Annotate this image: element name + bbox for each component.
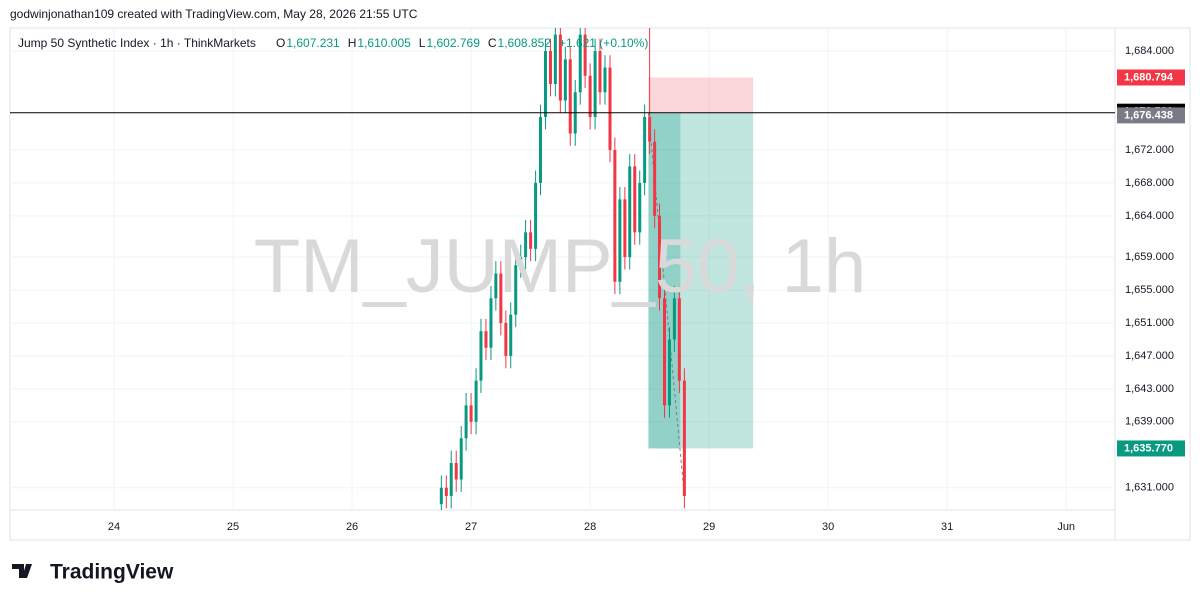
candle-body	[553, 34, 557, 85]
ohlc-key: O	[276, 36, 285, 50]
y-tick-label: 1,672.000	[1125, 144, 1174, 156]
y-tick-label: 1,651.000	[1125, 317, 1174, 329]
x-tick-label: Jun	[1057, 521, 1075, 533]
chart-frame	[9, 27, 1191, 541]
ohlc-value: 1,610.005	[357, 36, 411, 50]
x-tick-label: 25	[227, 521, 239, 533]
x-tick-label: 31	[941, 521, 953, 533]
price-label: 1,635.770	[1124, 442, 1173, 454]
candle-body	[628, 166, 632, 258]
stop-zone	[648, 77, 754, 114]
candle-body	[618, 199, 622, 282]
price-label: 1,676.438	[1124, 109, 1173, 121]
ohlc-value: 1,607.231	[286, 36, 340, 50]
candle-body	[469, 405, 473, 422]
candle-body	[613, 149, 617, 282]
x-tick-label: 28	[584, 521, 596, 533]
candle-body	[529, 232, 533, 249]
candle-body	[668, 339, 672, 406]
candle-body	[499, 273, 503, 323]
candle-body	[489, 298, 493, 348]
candle-body	[494, 273, 498, 299]
tradingview-logo: TradingView	[12, 561, 174, 584]
price-label-bg	[1117, 69, 1185, 86]
candle-body	[479, 331, 483, 381]
y-tick-label: 1,647.000	[1125, 350, 1174, 362]
ohlc-value: 1,608.852	[498, 36, 552, 50]
candle-body	[653, 141, 657, 216]
x-tick-label: 26	[346, 521, 358, 533]
y-tick-label: 1,664.000	[1125, 210, 1174, 222]
candle-body	[677, 298, 681, 381]
change: +1.621 (+0.10%)	[559, 36, 648, 50]
y-tick-label: 1,684.000	[1125, 45, 1174, 57]
ohlc-legend: O 1,607.231 H 1,610.005 L 1,602.769 C 1,608.852…	[276, 36, 648, 50]
candle-body	[663, 298, 667, 406]
candle-body	[543, 51, 547, 117]
candle-body	[593, 51, 597, 117]
candle-body	[534, 182, 538, 249]
candle-body	[603, 67, 607, 93]
candle-body	[459, 438, 463, 480]
candle-body	[588, 75, 592, 117]
candle-body	[658, 215, 662, 299]
candle-body	[648, 116, 652, 142]
x-tick-label: 29	[703, 521, 715, 533]
candle-body	[583, 34, 587, 76]
ohlc-value: 1,602.769	[426, 36, 480, 50]
candle-body	[638, 182, 642, 233]
credit: godwinjonathan109 created with TradingVi…	[10, 7, 418, 21]
candle-body	[474, 380, 478, 422]
candle-body	[514, 265, 518, 315]
y-tick-label: 1,655.000	[1125, 284, 1174, 296]
candle-body	[563, 59, 567, 101]
candle-body	[623, 199, 627, 258]
candle-body	[682, 380, 686, 496]
y-tick-label: 1,659.000	[1125, 251, 1174, 263]
candle-body	[548, 51, 552, 85]
y-tick-label: 1,643.000	[1125, 383, 1174, 395]
y-tick-label: 1,631.000	[1125, 482, 1174, 494]
x-tick-label: 27	[465, 521, 477, 533]
candle-body	[524, 232, 528, 258]
price-label-bg	[1117, 440, 1185, 457]
candle-body	[538, 116, 542, 183]
logo-text: TradingView	[50, 561, 174, 584]
candle-body	[444, 487, 448, 496]
x-tick-label: 30	[822, 521, 834, 533]
y-tick-label: 1,639.000	[1125, 416, 1174, 428]
candle-body	[454, 463, 458, 480]
price-label: 1,680.794	[1124, 71, 1174, 83]
candle-body	[439, 487, 443, 505]
symbol: Jump 50 Synthetic Index · 1h · ThinkMark…	[18, 36, 256, 50]
y-tick-label: 1,668.000	[1125, 177, 1174, 189]
watermark: TM_JUMP_50, 1h	[254, 224, 866, 309]
plot	[10, 28, 1115, 510]
x-tick-label: 24	[108, 521, 120, 533]
ohlc-key: L	[419, 36, 426, 50]
candle-body	[633, 166, 637, 233]
candle-body	[568, 59, 572, 134]
candle-body	[464, 405, 468, 439]
candle-body	[558, 34, 562, 101]
candle-body	[519, 257, 523, 266]
trade-path	[647, 113, 685, 497]
candle-body	[509, 314, 513, 356]
ohlc-key: C	[488, 36, 497, 50]
candle-body	[598, 51, 602, 93]
candle-body	[643, 116, 647, 183]
candle-body	[504, 322, 508, 356]
candle-body	[578, 34, 582, 93]
price-label-bg	[1117, 107, 1185, 124]
candle-body	[608, 67, 612, 150]
candle-body	[672, 298, 676, 340]
candle-body	[484, 331, 488, 348]
ohlc-key: H	[348, 36, 357, 50]
candle-body	[449, 463, 453, 496]
